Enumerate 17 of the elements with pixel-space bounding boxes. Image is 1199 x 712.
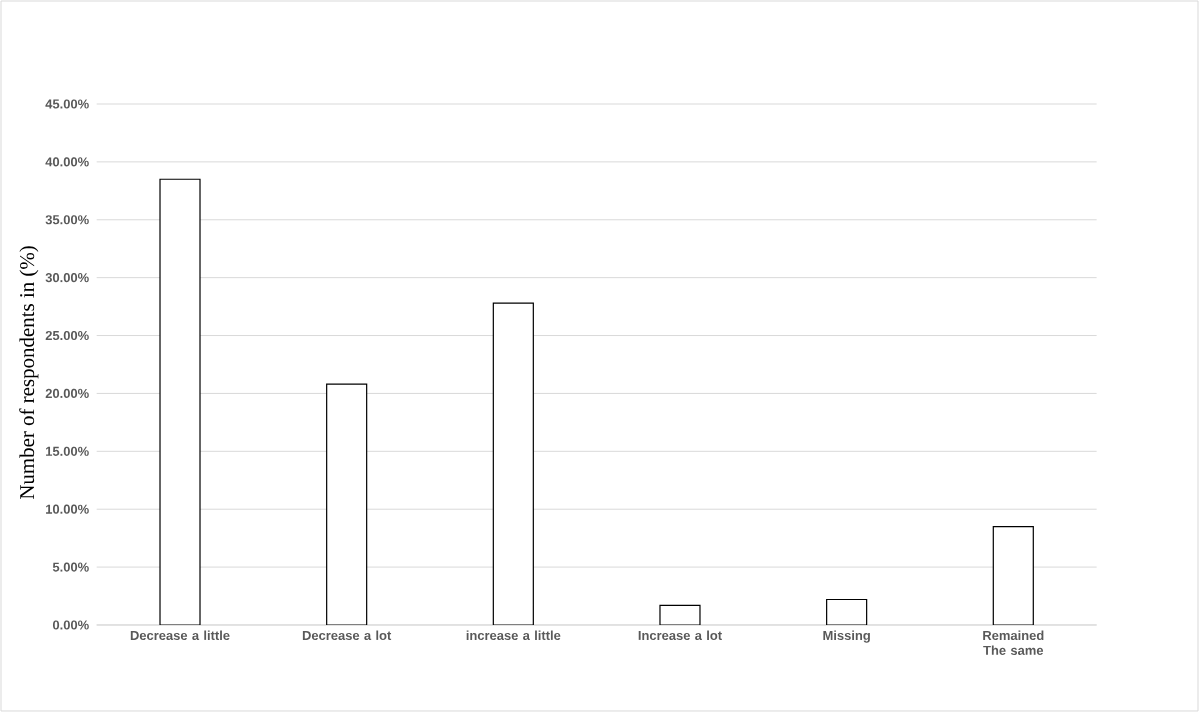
y-tick-label: 30.00% (45, 273, 89, 283)
y-tick-label: 15.00% (46, 446, 89, 456)
y-tick-label: 5.00% (52, 562, 89, 572)
x-tick-label: Decrease a little (130, 630, 230, 641)
x-tick-label: Missing (823, 630, 870, 643)
y-axis-title: Number of respondents in (%) (19, 246, 39, 500)
y-tick-label: 25.00% (45, 330, 89, 341)
y-tick-label: 0.00% (52, 620, 89, 630)
x-tick-label: Decrease a lot (302, 630, 392, 641)
y-tick-label: 10.00% (46, 504, 89, 514)
x-tick-label: Remained The same (983, 630, 1044, 655)
x-tick-label: Increase a lot (638, 630, 722, 641)
y-tick-label: 20.00% (45, 388, 89, 399)
y-tick-label: 40.00% (45, 157, 89, 167)
y-tick-label: 35.00% (45, 215, 89, 225)
y-tick-label: 45.00% (45, 99, 89, 109)
x-tick-label: increase a little (466, 630, 561, 641)
